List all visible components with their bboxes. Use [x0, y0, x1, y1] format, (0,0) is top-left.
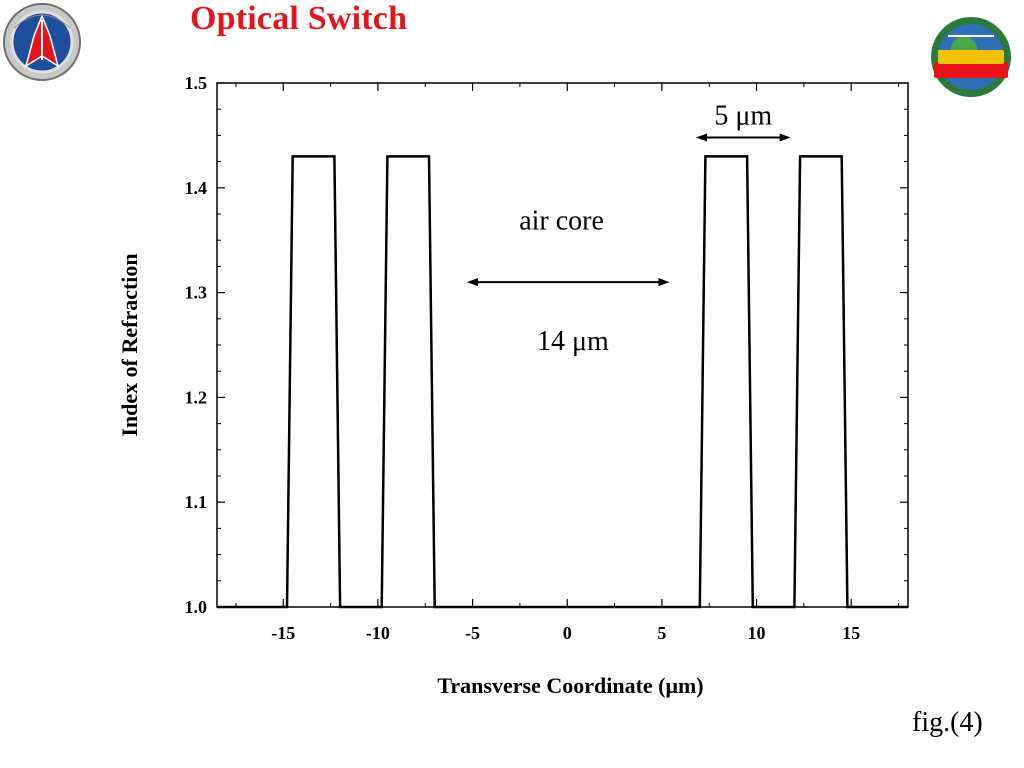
y-tick-label: 1.3 [185, 283, 208, 303]
dimension-arrow [695, 133, 791, 142]
arrow-head-left [695, 133, 707, 142]
y-tick-label: 1.2 [185, 387, 208, 407]
y-tick-label: 1.0 [185, 597, 208, 617]
y-axis-label: Index of Refraction [117, 253, 142, 436]
arrow-head-left [466, 278, 478, 287]
annotation-text: air core [519, 206, 604, 237]
y-tick-label: 1.4 [185, 178, 208, 198]
x-tick-label: 10 [748, 623, 766, 643]
arrow-head-right [658, 278, 670, 287]
figure-label: fig.(4) [912, 707, 983, 738]
x-tick-label: -10 [366, 623, 390, 643]
tradition-of-excellence-logo [3, 3, 81, 81]
x-tick-label: 15 [842, 623, 860, 643]
slide-title: Optical Switch [190, 0, 408, 37]
dimension-arrow [466, 278, 670, 287]
x-tick-label: -5 [465, 623, 480, 643]
x-tick-label: 5 [657, 623, 666, 643]
x-tick-label: -15 [271, 623, 295, 643]
annotation-text: 5 μm [714, 100, 772, 131]
x-axis-label: Transverse Coordinate (μm) [437, 673, 703, 698]
y-tick-label: 1.5 [185, 73, 208, 93]
amrdec-logo [931, 17, 1011, 97]
y-tick-label: 1.1 [185, 492, 208, 512]
annotation-text: 14 μm [537, 326, 609, 357]
arrow-head-right [779, 133, 791, 142]
x-tick-label: 0 [563, 623, 572, 643]
